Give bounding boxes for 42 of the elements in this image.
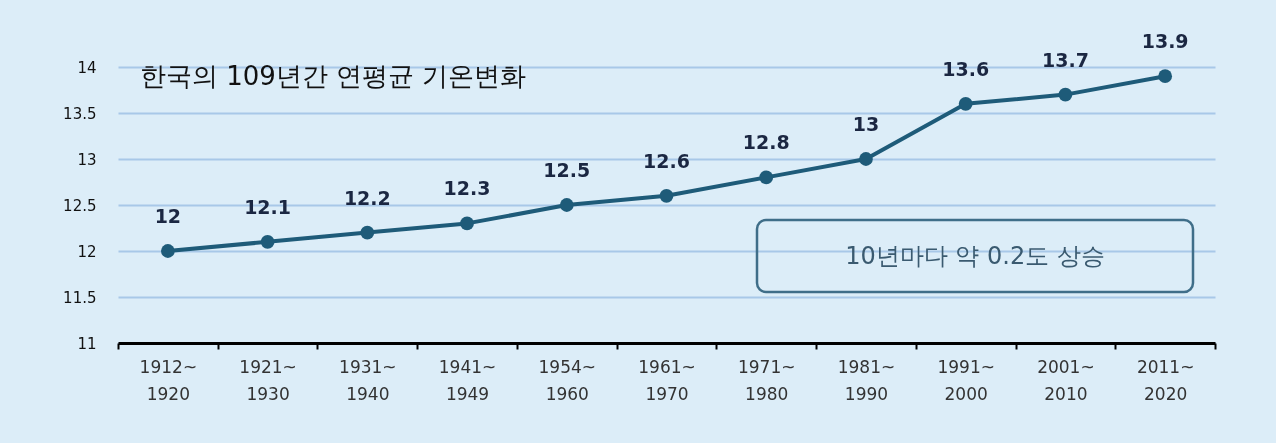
x-tick-label: 1991~ 2000 (937, 356, 995, 404)
x-tick-label: 2001~ 2010 (1037, 356, 1095, 404)
point (160, 244, 175, 258)
data-label: 13.9 (1141, 30, 1189, 53)
x-tick-label: 1981~ 1990 (837, 356, 896, 404)
point (1058, 87, 1073, 102)
y-tick-label: 14 (77, 58, 97, 77)
point (659, 188, 674, 203)
y-tick-label: 12 (77, 242, 97, 261)
data-label: 12.8 (742, 131, 790, 154)
chart-title: 한국의 109년간 연평균 기온변화 (140, 61, 527, 91)
y-tick-label: 13 (77, 150, 97, 169)
x-tick-label: 1931~ 1940 (339, 356, 397, 404)
data-label: 13.7 (1041, 48, 1089, 71)
annotation: 10년마다 약 0.2도 상승 (845, 242, 1105, 270)
y-tick-label: 11.5 (63, 288, 97, 307)
x-tick-label: 1912~ 1920 (139, 356, 198, 404)
data-label: 13.6 (942, 57, 990, 80)
point (859, 152, 873, 166)
data-label: 12 (154, 205, 182, 227)
y-tick-label: 11 (77, 334, 97, 353)
x-tick-label: 1941~ 1949 (438, 356, 497, 404)
data-label: 12.2 (343, 186, 391, 209)
point (1158, 69, 1173, 84)
x-tick-label: 1971~ 1980 (737, 356, 796, 404)
x-tick-label: 2011~ 2020 (1136, 356, 1195, 404)
y-tick-label: 12.5 (63, 196, 97, 215)
point (460, 216, 474, 231)
point (559, 198, 574, 212)
point (260, 234, 275, 249)
point (958, 96, 973, 111)
x-tick-label: 1921~ 1930 (239, 356, 297, 404)
data-label: 12.5 (543, 159, 591, 181)
point (759, 170, 774, 185)
x-tick-label: 1961~ 1970 (638, 356, 696, 404)
x-tick-label: 1954~ 1960 (538, 356, 597, 404)
data-label: 12.6 (643, 149, 690, 172)
data-label: 12.3 (443, 177, 491, 200)
data-label: 12.1 (244, 195, 292, 218)
point (360, 225, 375, 240)
y-tick-label: 13.5 (63, 104, 97, 123)
data-label: 13 (852, 113, 880, 135)
